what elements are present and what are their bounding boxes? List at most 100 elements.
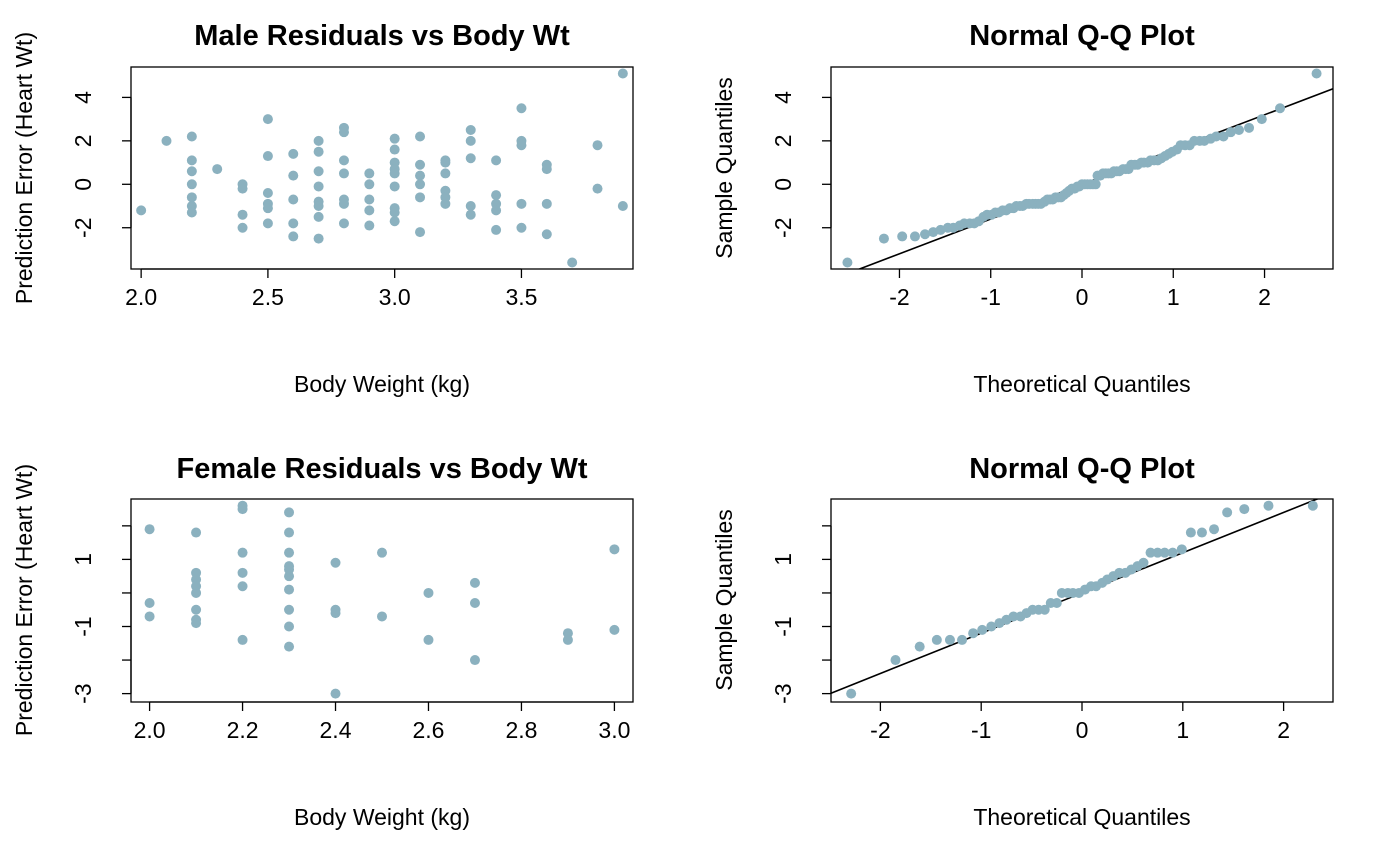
data-point <box>415 192 426 203</box>
data-point <box>909 231 920 242</box>
x-tick-label: 3.0 <box>598 717 630 743</box>
data-point <box>440 198 451 209</box>
data-point <box>313 233 324 244</box>
x-tick-label: 3.0 <box>379 284 411 310</box>
x-axis-label: Body Weight (kg) <box>294 804 470 830</box>
data-point <box>237 567 248 578</box>
data-point <box>338 155 349 166</box>
chart-title: Normal Q-Q Plot <box>969 20 1195 52</box>
x-axis-label: Body Weight (kg) <box>294 371 470 397</box>
y-axis-label: Sample Quantiles <box>711 509 737 691</box>
x-tick-label: 1 <box>1176 717 1189 743</box>
chart-title: Female Residuals vs Body Wt <box>177 453 588 485</box>
data-point <box>136 205 147 216</box>
data-point <box>465 135 476 146</box>
data-point <box>1244 122 1255 133</box>
data-point <box>237 634 248 645</box>
y-axis-label: Prediction Error (Heart Wt) <box>11 32 37 304</box>
data-point <box>284 641 295 652</box>
plot-frame <box>130 498 634 703</box>
data-point <box>288 194 299 205</box>
data-point <box>567 257 578 268</box>
y-tick-label: 2 <box>70 134 96 147</box>
data-point <box>1138 557 1149 568</box>
data-point <box>491 190 502 201</box>
data-point <box>186 192 197 203</box>
data-point <box>262 203 273 214</box>
data-point <box>516 198 527 209</box>
x-tick-label: 2.4 <box>320 717 352 743</box>
data-point <box>338 198 349 209</box>
data-point <box>931 634 942 645</box>
y-tick-label: 4 <box>70 91 96 104</box>
data-point <box>415 170 426 181</box>
data-point <box>389 207 400 218</box>
data-point <box>338 127 349 138</box>
data-point <box>1218 131 1229 142</box>
data-point <box>1275 103 1286 114</box>
y-tick-label: 0 <box>770 178 796 191</box>
x-tick-label: 0 <box>1076 717 1089 743</box>
data-point <box>890 655 901 666</box>
data-point <box>1159 547 1170 558</box>
data-point <box>1239 504 1250 515</box>
data-point <box>491 205 502 216</box>
data-point <box>592 140 603 151</box>
male-residuals-panel: Male Residuals vs Body Wt Body Weight (k… <box>11 20 634 397</box>
data-point <box>878 233 889 244</box>
data-point <box>846 688 857 699</box>
x-tick-label: 0 <box>1076 284 1089 310</box>
male-qq-panel: Normal Q-Q Plot Theoretical Quantiles Sa… <box>711 20 1334 397</box>
data-point <box>1222 507 1233 518</box>
chart-title: Male Residuals vs Body Wt <box>194 20 570 52</box>
data-point <box>914 641 925 652</box>
data-point <box>423 634 434 645</box>
plot-frame <box>830 498 1334 703</box>
data-point <box>491 224 502 235</box>
data-point <box>440 168 451 179</box>
data-point <box>1196 527 1207 538</box>
data-point <box>491 155 502 166</box>
data-point <box>191 527 202 538</box>
data-point <box>389 133 400 144</box>
y-tick-label: -3 <box>70 683 96 703</box>
data-point <box>364 194 375 205</box>
female-qq-panel: Normal Q-Q Plot Theoretical Quantiles Sa… <box>711 453 1334 830</box>
plot-frame <box>130 66 634 270</box>
data-point <box>284 547 295 558</box>
data-point <box>957 634 968 645</box>
data-point <box>191 604 202 615</box>
data-point <box>440 157 451 168</box>
data-point <box>1090 179 1101 190</box>
data-point <box>186 166 197 177</box>
data-point <box>186 155 197 166</box>
data-point <box>161 135 172 146</box>
data-point <box>1209 524 1220 535</box>
data-point <box>262 218 273 229</box>
data-point <box>338 168 349 179</box>
x-tick-label: 2.6 <box>412 717 444 743</box>
data-point <box>592 183 603 194</box>
data-point <box>1176 544 1187 555</box>
data-point <box>423 587 434 598</box>
data-point <box>313 211 324 222</box>
data-point <box>609 544 620 555</box>
data-point <box>465 153 476 164</box>
data-point <box>313 201 324 212</box>
data-point <box>1233 124 1244 135</box>
data-point <box>364 179 375 190</box>
x-axis-label: Theoretical Quantiles <box>973 804 1190 830</box>
data-point <box>465 209 476 220</box>
data-point <box>237 504 248 515</box>
data-point <box>288 170 299 181</box>
y-tick-label: -1 <box>70 616 96 636</box>
data-point <box>562 634 573 645</box>
y-tick-label: 1 <box>770 553 796 566</box>
y-tick-label: 2 <box>770 134 796 147</box>
data-point <box>377 547 387 558</box>
data-point <box>617 201 628 212</box>
data-point <box>617 68 628 79</box>
data-point <box>191 587 202 598</box>
data-point <box>1225 127 1236 138</box>
